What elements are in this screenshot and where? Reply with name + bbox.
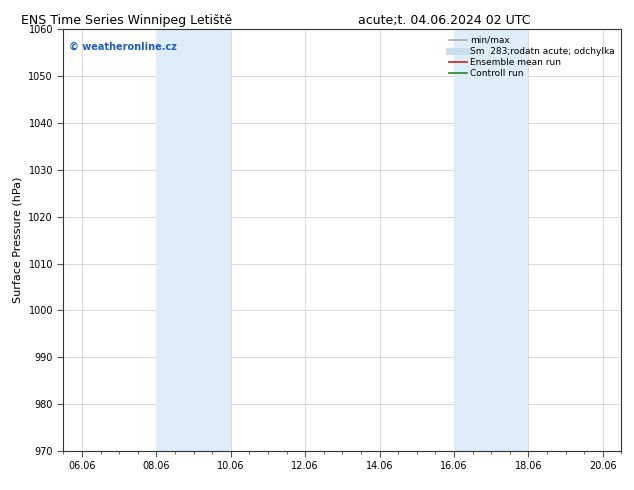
Text: ENS Time Series Winnipeg Letiště: ENS Time Series Winnipeg Letiště — [21, 14, 233, 27]
Bar — [454, 29, 528, 451]
Bar — [157, 29, 231, 451]
Text: © weatheronline.cz: © weatheronline.cz — [69, 42, 177, 52]
Y-axis label: Surface Pressure (hPa): Surface Pressure (hPa) — [13, 177, 23, 303]
Text: acute;t. 04.06.2024 02 UTC: acute;t. 04.06.2024 02 UTC — [358, 14, 530, 27]
Legend: min/max, Sm  283;rodatn acute; odchylka, Ensemble mean run, Controll run: min/max, Sm 283;rodatn acute; odchylka, … — [447, 34, 617, 80]
